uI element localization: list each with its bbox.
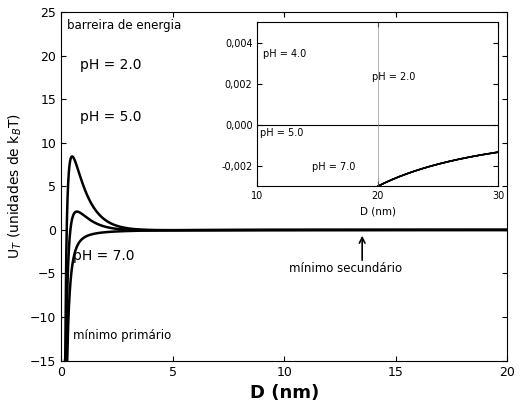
Text: pH = 7.0: pH = 7.0 [74, 249, 135, 263]
Text: pH = 5.0: pH = 5.0 [80, 110, 141, 124]
Text: mínimo primário: mínimo primário [74, 329, 172, 342]
Text: mínimo secundário: mínimo secundário [289, 262, 402, 275]
Text: pH = 2.0: pH = 2.0 [80, 58, 141, 72]
Y-axis label: U$_T$ (unidades de k$_B$T): U$_T$ (unidades de k$_B$T) [7, 113, 25, 259]
Text: barreira de energia: barreira de energia [67, 19, 182, 32]
X-axis label: D (nm): D (nm) [250, 384, 319, 402]
